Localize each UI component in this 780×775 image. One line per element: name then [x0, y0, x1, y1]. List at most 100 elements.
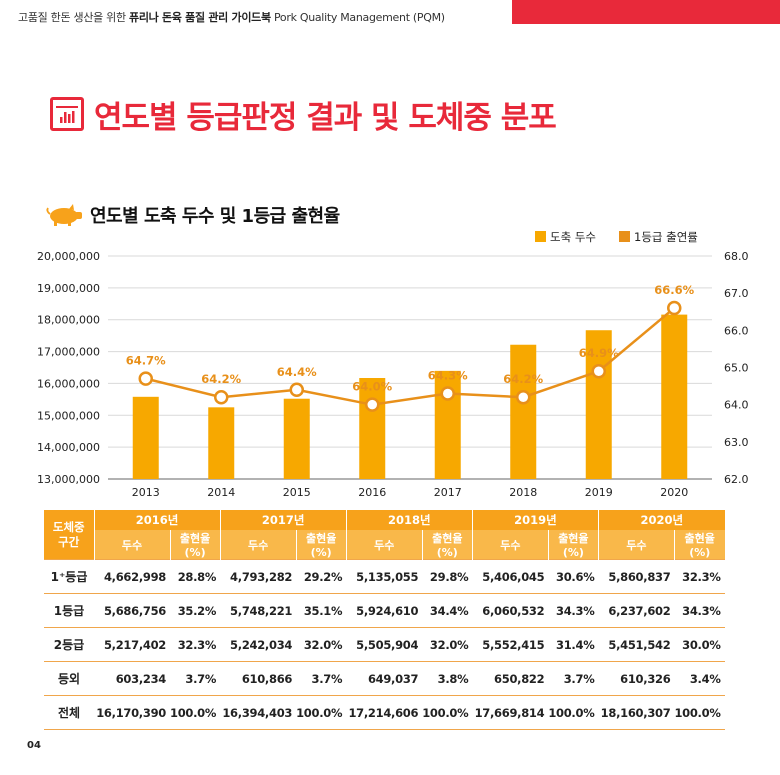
bar — [283, 398, 310, 479]
bar — [208, 407, 235, 479]
count-cell: 650,822 — [472, 661, 549, 696]
count-cell: 18,160,307 — [598, 695, 675, 730]
header-accent-bar — [512, 0, 780, 24]
row-label: 전체 — [44, 695, 94, 730]
rate-cell: 29.8% — [422, 559, 473, 594]
grade-table: 도체중 구간 2016년 2017년 2018년 2019년 2020년 두수 … — [44, 510, 725, 730]
page-title-block: 연도별 등급판정 결과 및 도체중 분포 — [50, 94, 557, 136]
corner-bottom: 구간 — [58, 534, 80, 549]
count-cell: 4,662,998 — [94, 559, 170, 594]
rate-data-label: 66.6% — [654, 283, 694, 297]
y-left-tick-label: 14,000,000 — [37, 441, 100, 454]
header-text-bold: 퓨리나 돈육 품질 관리 가이드북 — [129, 11, 271, 24]
rate-point — [440, 386, 455, 401]
table-row: 전체 16,170,390 100.0% 16,394,403 100.0% 17,214… — [44, 695, 725, 730]
col-rate-header: 출현율(%) — [421, 530, 473, 560]
y-right-tick-label: 64.0 — [724, 399, 749, 412]
col-count-header: 두수 — [219, 530, 297, 560]
count-cell: 5,686,756 — [94, 593, 170, 628]
rate-line — [145, 307, 676, 406]
count-cell: 5,552,415 — [472, 627, 549, 662]
rate-data-label: 64.3% — [428, 369, 468, 383]
count-cell: 5,135,055 — [346, 559, 423, 594]
rate-cell: 29.2% — [296, 559, 347, 594]
legend-swatch-bars — [535, 231, 546, 242]
rate-cell: 34.3% — [548, 593, 599, 628]
legend-swatch-line — [619, 231, 630, 242]
table-row: 등외 603,234 3.7% 610,866 3.7% 649,037 3.8% 650,8… — [44, 661, 725, 696]
rate-cell: 35.1% — [296, 593, 347, 628]
page-number: 04 — [27, 740, 41, 751]
year-header: 2019년 — [471, 510, 599, 530]
y-left-tick-label: 17,000,000 — [37, 346, 100, 359]
rate-point — [667, 300, 682, 316]
y-right-tick-label: 67.0 — [724, 287, 749, 300]
x-tick-label: 2016 — [358, 486, 386, 499]
rate-point — [289, 382, 304, 398]
page-title: 연도별 등급판정 결과 및 도체중 분포 — [94, 99, 557, 136]
rate-point — [138, 371, 153, 386]
year-header: 2016년 — [93, 510, 221, 530]
running-header: 고품질 한돈 생산을 위한 퓨리나 돈육 품질 관리 가이드북 Pork Qua… — [18, 9, 445, 25]
count-cell: 5,451,542 — [598, 627, 675, 662]
count-cell: 17,669,814 — [472, 695, 549, 730]
x-tick-label: 2013 — [132, 486, 160, 499]
rate-data-label: 64.7% — [126, 354, 166, 368]
rate-cell: 35.2% — [170, 593, 221, 628]
count-cell: 5,406,045 — [472, 559, 549, 594]
table-row: 1⁺등급 4,662,998 28.8% 4,793,282 29.2% 5,135,05… — [44, 559, 725, 594]
bar — [585, 330, 612, 479]
count-cell: 17,214,606 — [346, 695, 423, 730]
col-count-header: 두수 — [345, 530, 423, 560]
y-left-tick-label: 20,000,000 — [37, 250, 100, 263]
section-title: 연도별 도축 두수 및 1등급 출현율 — [90, 206, 340, 227]
count-cell: 5,924,610 — [346, 593, 423, 628]
bar — [132, 396, 159, 479]
rate-data-label: 64.9% — [579, 346, 619, 360]
rate-cell: 30.6% — [548, 559, 599, 594]
count-cell: 6,237,602 — [598, 593, 675, 628]
rate-data-label: 64.4% — [277, 365, 317, 379]
row-label: 2등급 — [44, 627, 94, 662]
col-rate-header: 출현율(%) — [295, 530, 347, 560]
legend-label-bars: 도축 두수 — [550, 230, 596, 244]
header-text-pre: 고품질 한돈 생산을 위한 — [18, 11, 129, 24]
corner-top: 도체중 — [52, 519, 85, 534]
y-right-tick-label: 65.0 — [724, 362, 749, 375]
count-cell: 610,326 — [598, 661, 675, 696]
rate-cell: 100.0% — [296, 695, 347, 730]
y-left-tick-label: 13,000,000 — [37, 473, 100, 486]
rate-cell: 3.7% — [296, 661, 347, 696]
rate-cell: 28.8% — [170, 559, 221, 594]
header-text-post: Pork Quality Management (PQM) — [270, 11, 445, 24]
count-cell: 5,242,034 — [220, 627, 297, 662]
pig-icon — [46, 204, 82, 226]
rate-data-label: 64.0% — [352, 380, 392, 394]
rate-cell: 30.0% — [674, 627, 725, 662]
count-cell: 5,217,402 — [94, 627, 170, 662]
y-right-tick-label: 66.0 — [724, 324, 749, 337]
rate-cell: 3.8% — [422, 661, 473, 696]
col-rate-header: 출현율(%) — [169, 530, 221, 560]
y-left-tick-label: 19,000,000 — [37, 282, 100, 295]
row-label: 1⁺등급 — [44, 559, 94, 594]
x-tick-label: 2015 — [283, 486, 311, 499]
rate-cell: 31.4% — [548, 627, 599, 662]
table-row: 1등급 5,686,756 35.2% 5,748,221 35.1% 5,924,610… — [44, 593, 725, 628]
y-left-tick-label: 18,000,000 — [37, 314, 100, 327]
rate-point — [365, 397, 380, 412]
bar — [359, 378, 386, 479]
rate-point — [591, 363, 606, 379]
count-cell: 4,793,282 — [220, 559, 297, 594]
col-count-header: 두수 — [597, 530, 675, 560]
rate-cell: 34.3% — [674, 593, 725, 628]
y-left-tick-label: 15,000,000 — [37, 409, 100, 422]
count-cell: 16,170,390 — [94, 695, 170, 730]
year-header: 2018년 — [345, 510, 473, 530]
x-tick-label: 2020 — [660, 486, 688, 499]
x-tick-label: 2017 — [434, 486, 462, 499]
rate-cell: 32.0% — [422, 627, 473, 662]
count-cell: 649,037 — [346, 661, 423, 696]
rate-cell: 100.0% — [548, 695, 599, 730]
rate-data-label: 64.2% — [503, 372, 543, 386]
